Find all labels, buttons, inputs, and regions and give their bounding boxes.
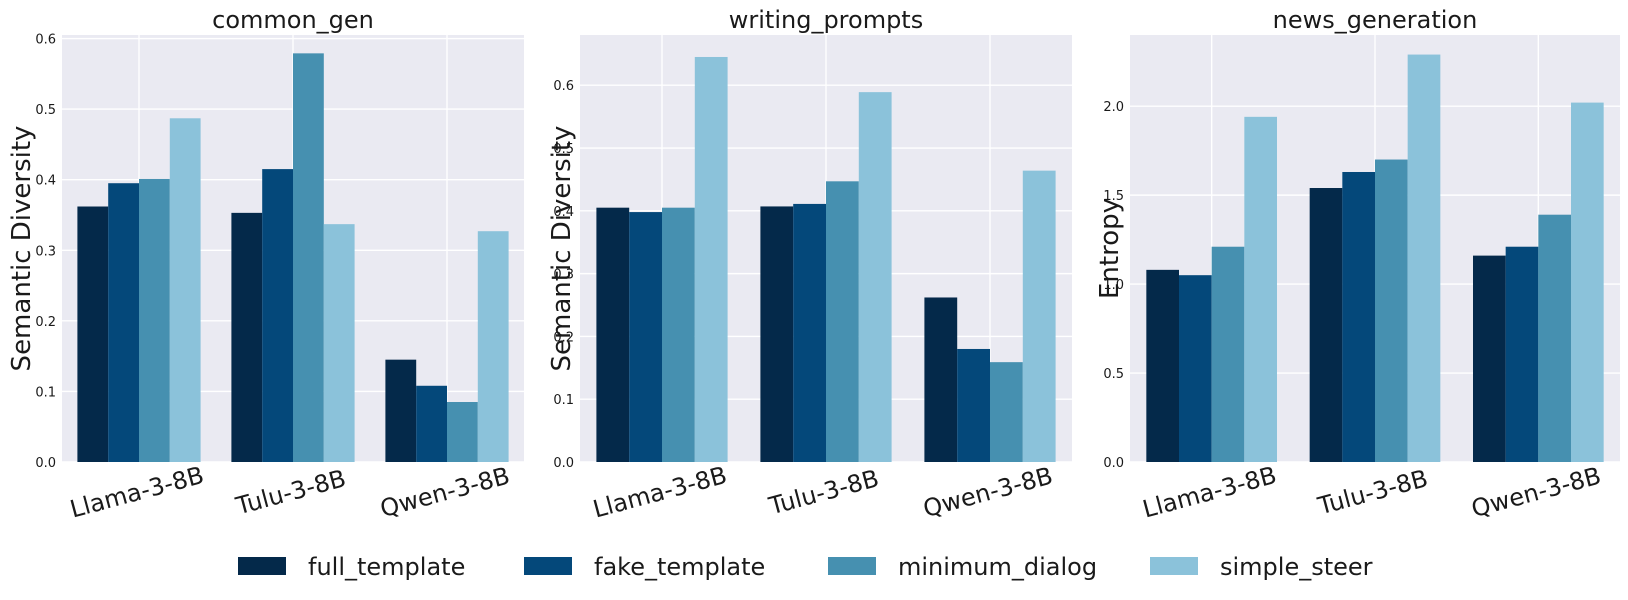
x-tick-label: Qwen-3-8B: [920, 462, 1056, 523]
y-tick-label: 0.1: [35, 385, 56, 400]
bar-minimum-dialog-tulu-3-8b: [1375, 159, 1408, 462]
y-tick-label: 0.5: [553, 142, 574, 157]
panel-title: news_generation: [1273, 6, 1478, 34]
bar-minimum-dialog-tulu-3-8b: [826, 181, 859, 462]
bar-minimum-dialog-llama-3-8b: [662, 207, 695, 462]
y-tick-label: 0.4: [553, 205, 574, 220]
bar-fake-template-llama-3-8b: [108, 183, 139, 462]
bar-fake-template-llama-3-8b: [1179, 275, 1212, 462]
y-tick-label: 0.5: [1103, 367, 1124, 382]
y-tick-label: 2.0: [1103, 100, 1124, 115]
bar-fake-template-tulu-3-8b: [262, 169, 293, 462]
y-tick-label: 0.2: [553, 330, 574, 345]
y-tick-label: 0.3: [553, 268, 574, 283]
bar-full-template-llama-3-8b: [596, 207, 630, 462]
x-tick-label: Llama-3-8B: [67, 461, 207, 524]
bar-minimum-dialog-qwen-3-8b: [1538, 214, 1571, 462]
x-tick-label: Tulu-3-8B: [1314, 464, 1431, 520]
y-axis-label: Semantic Diversity: [7, 126, 37, 372]
bar-fake-template-qwen-3-8b: [416, 385, 447, 462]
legend-label-simple-steer: simple_steer: [1220, 553, 1373, 581]
bar-minimum-dialog-llama-3-8b: [139, 178, 170, 462]
y-tick-label: 0.6: [35, 33, 56, 48]
bar-minimum-dialog-llama-3-8b: [1211, 246, 1245, 462]
y-tick-label: 0.2: [35, 315, 56, 330]
bar-simple-steer-llama-3-8b: [694, 56, 728, 463]
bar-minimum-dialog-qwen-3-8b: [447, 402, 478, 462]
bar-full-template-qwen-3-8b: [924, 297, 958, 462]
bar-simple-steer-qwen-3-8b: [1571, 102, 1604, 462]
legend-swatch-simple-steer: [1150, 557, 1198, 575]
y-axis-label: Semantic Diversity: [547, 126, 577, 372]
x-tick-label: Tulu-3-8B: [765, 464, 882, 520]
panel-title: common_gen: [212, 6, 374, 34]
legend-label-minimum-dialog: minimum_dialog: [898, 553, 1097, 581]
bar-full-template-tulu-3-8b: [760, 206, 794, 462]
y-tick-label: 1.5: [1103, 189, 1124, 204]
bar-fake-template-qwen-3-8b: [1505, 246, 1539, 462]
bar-full-template-llama-3-8b: [77, 206, 109, 462]
x-tick-label: Llama-3-8B: [590, 461, 730, 524]
bar-fake-template-qwen-3-8b: [957, 348, 990, 462]
y-tick-label: 0.5: [35, 103, 56, 118]
bar-fake-template-tulu-3-8b: [793, 203, 826, 462]
bar-full-template-llama-3-8b: [1146, 269, 1179, 462]
y-tick-label: 0.3: [35, 244, 56, 259]
legend-swatch-full-template: [238, 557, 286, 575]
bar-simple-steer-qwen-3-8b: [477, 231, 509, 462]
chart-panel-writing-prompts: 0.0 0.1 0.2 0.3 0.4 0.5 0.6 Llama-3-8B Tulu-3-8B…: [547, 6, 1072, 524]
x-tick-label: Qwen-3-8B: [377, 462, 513, 523]
bar-simple-steer-llama-3-8b: [1244, 116, 1277, 462]
bar-full-template-qwen-3-8b: [385, 359, 417, 462]
bar-full-template-tulu-3-8b: [1309, 188, 1343, 462]
legend-swatch-minimum-dialog: [828, 557, 876, 575]
panel-title: writing_prompts: [729, 6, 923, 34]
legend-label-fake-template: fake_template: [594, 553, 765, 581]
x-tick-label: Llama-3-8B: [1140, 461, 1280, 524]
y-tick-label: 0.0: [35, 456, 56, 471]
bar-minimum-dialog-qwen-3-8b: [990, 362, 1023, 462]
bar-fake-template-tulu-3-8b: [1342, 171, 1375, 462]
chart-panel-common-gen: 0.0 0.1 0.2 0.3 0.4 0.5 0.6 Llama-3-8B Tulu-3-8B…: [7, 6, 524, 524]
legend-swatch-fake-template: [524, 557, 572, 575]
x-tick-label: Qwen-3-8B: [1468, 462, 1604, 523]
bar-minimum-dialog-tulu-3-8b: [293, 53, 324, 463]
chart-panel-news-generation: 0.0 0.5 1.0 1.5 2.0 Llama-3-8B Tulu-3-8B Qwen-3…: [1095, 6, 1620, 524]
x-tick-label: Tulu-3-8B: [232, 464, 349, 520]
y-tick-label: 0.0: [553, 456, 574, 471]
y-axis-label: Entropy: [1095, 198, 1125, 299]
bar-simple-steer-tulu-3-8b: [323, 224, 355, 462]
bar-simple-steer-tulu-3-8b: [1407, 54, 1441, 463]
chart-legend: full_template fake_template minimum_dialog…: [238, 553, 1373, 581]
bar-simple-steer-llama-3-8b: [169, 118, 201, 462]
bar-simple-steer-tulu-3-8b: [858, 92, 892, 463]
y-tick-label: 0.1: [553, 393, 574, 408]
bar-simple-steer-qwen-3-8b: [1022, 170, 1056, 462]
y-tick-label: 1.0: [1103, 278, 1124, 293]
bar-full-template-tulu-3-8b: [231, 212, 263, 462]
bar-fake-template-llama-3-8b: [629, 212, 662, 462]
legend-label-full-template: full_template: [308, 553, 465, 581]
y-tick-label: 0.0: [1103, 456, 1124, 471]
bar-full-template-qwen-3-8b: [1473, 255, 1506, 462]
y-tick-label: 0.4: [35, 174, 56, 189]
y-tick-label: 0.6: [553, 79, 574, 94]
